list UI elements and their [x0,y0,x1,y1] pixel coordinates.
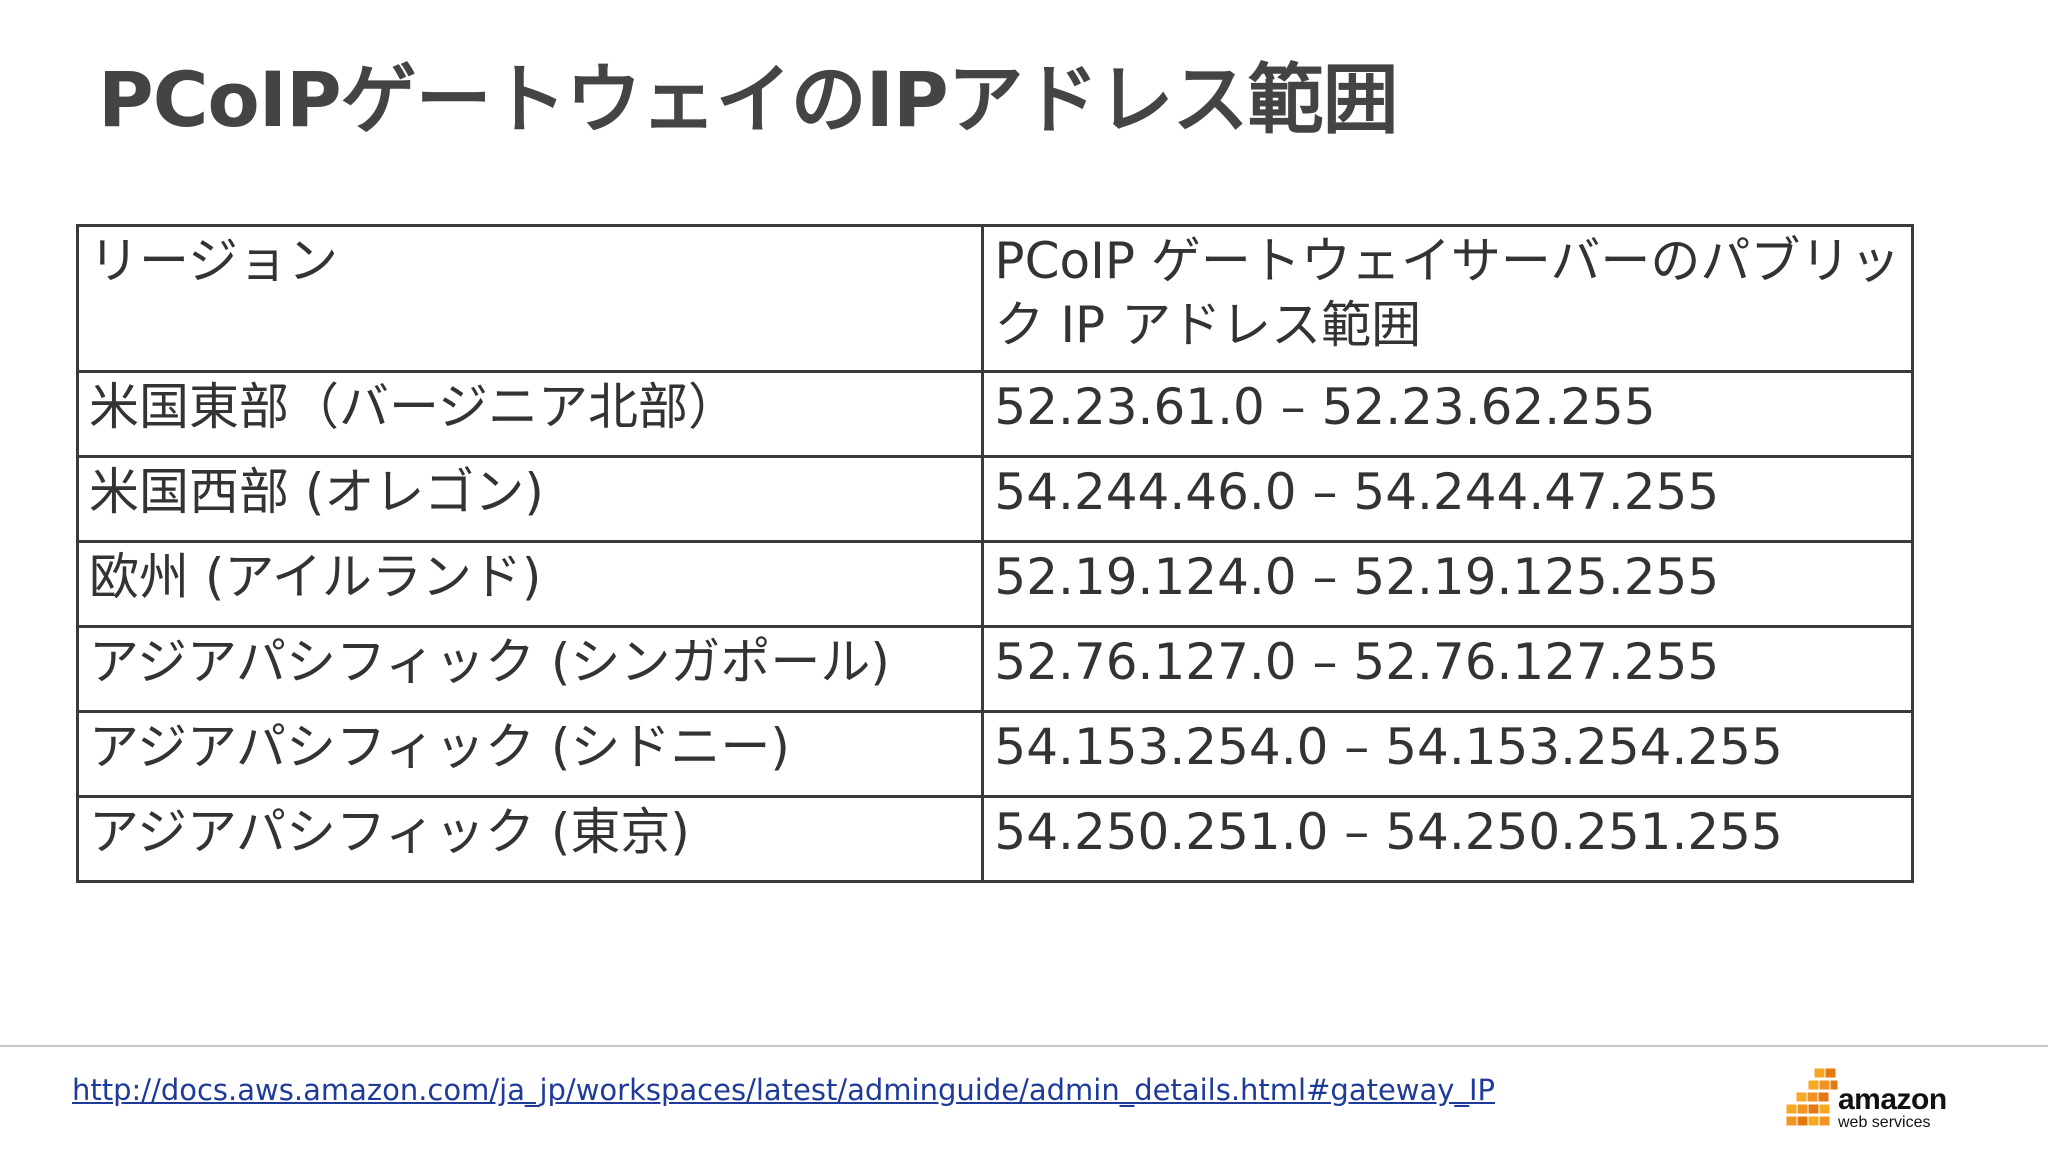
page-title: PCoIPゲートウェイのIPアドレス範囲 [98,55,1399,144]
table-row: 米国東部（バージニア北部） 52.23.61.0 – 52.23.62.255 [75,370,1914,458]
ip-range-cell: 54.153.254.0 – 54.153.254.255 [981,710,1914,798]
table-row: 欧州 (アイルランド) 52.19.124.0 – 52.19.125.255 [75,540,1914,628]
region-cell: アジアパシフィック (東京) [75,795,985,883]
ip-range-table: リージョン PCoIP ゲートウェイサーバーのパブリック IP アドレス範囲 米… [75,224,1914,883]
region-cell: アジアパシフィック (シンガポール) [75,625,985,713]
aws-cubes-icon [1785,1067,1838,1127]
ip-range-cell: 54.244.46.0 – 54.244.47.255 [981,455,1914,543]
table-row: アジアパシフィック (シンガポール) 52.76.127.0 – 52.76.1… [75,625,1914,713]
ip-range-cell: 54.250.251.0 – 54.250.251.255 [981,795,1914,883]
region-cell: 欧州 (アイルランド) [75,540,985,628]
table-row: アジアパシフィック (東京) 54.250.251.0 – 54.250.251… [75,795,1914,883]
ip-range-cell: 52.19.124.0 – 52.19.125.255 [981,540,1914,628]
logo-sub-text: web services [1838,1114,1931,1131]
docs-link[interactable]: http://docs.aws.amazon.com/ja_jp/workspa… [72,1073,1495,1107]
ip-range-cell: 52.23.61.0 – 52.23.62.255 [981,370,1914,458]
table-header-row: リージョン PCoIP ゲートウェイサーバーのパブリック IP アドレス範囲 [75,224,1914,373]
logo-brand-text: amazon [1838,1083,1947,1116]
footer-divider [0,1045,2048,1047]
table-row: 米国西部 (オレゴン) 54.244.46.0 – 54.244.47.255 [75,455,1914,543]
aws-logo: amazon web services [1784,1066,1984,1136]
table-row: アジアパシフィック (シドニー) 54.153.254.0 – 54.153.2… [75,710,1914,798]
header-ip-range: PCoIP ゲートウェイサーバーのパブリック IP アドレス範囲 [981,224,1914,373]
region-cell: 米国東部（バージニア北部） [75,370,985,458]
header-region: リージョン [75,224,985,373]
region-cell: アジアパシフィック (シドニー) [75,710,985,798]
region-cell: 米国西部 (オレゴン) [75,455,985,543]
ip-range-cell: 52.76.127.0 – 52.76.127.255 [981,625,1914,713]
